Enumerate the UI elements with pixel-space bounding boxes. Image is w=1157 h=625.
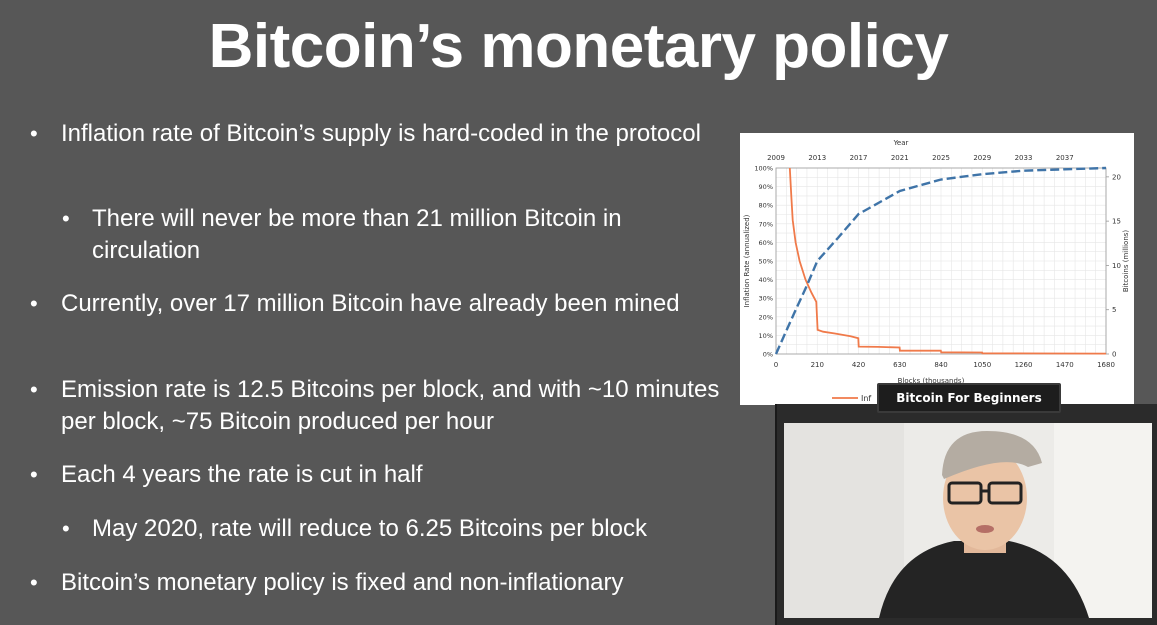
x-tick-label: 0 <box>774 361 778 369</box>
bullet-dot: • <box>30 291 38 316</box>
x-tick-label: 1050 <box>973 361 991 369</box>
bullet-text: Emission rate is 12.5 Bitcoins per block… <box>61 376 720 435</box>
bullet-dot: • <box>62 516 70 541</box>
left-tick-label: 70% <box>759 220 773 228</box>
inflation-rate-line <box>788 167 1107 355</box>
bullet-text: Currently, over 17 million Bitcoin have … <box>61 290 680 317</box>
left-tick-label: 40% <box>759 276 773 284</box>
left-tick-label: 30% <box>759 295 773 303</box>
left-axis-title: Inflation Rate (annualized) <box>743 214 751 307</box>
top-axis-title: Year <box>893 139 909 147</box>
webcam-video <box>784 423 1152 618</box>
x-tick-label: 840 <box>934 361 947 369</box>
bullet-text: Inflation rate of Bitcoin’s supply is ha… <box>61 120 701 147</box>
top-tick-label: 2025 <box>932 154 950 162</box>
presenter-image <box>784 423 1152 618</box>
left-tick-label: 80% <box>759 202 773 210</box>
x-tick-label: 210 <box>811 361 824 369</box>
top-tick-label: 2021 <box>891 154 909 162</box>
chart-svg: Year 2009 2013 2017 2021 2025 2029 2033 2037 0 210… <box>743 139 1130 403</box>
webcam-channel-label: Bitcoin For Beginners <box>877 383 1061 413</box>
top-tick-label: 2013 <box>808 154 826 162</box>
x-axis-title: Blocks (thousands) <box>898 377 965 385</box>
bullet-dot: • <box>30 377 38 402</box>
bullet-dot: • <box>30 462 38 487</box>
bullet-text: Bitcoin’s monetary policy is fixed and n… <box>61 569 624 596</box>
left-tick-label: 20% <box>759 313 773 321</box>
left-tick-label: 50% <box>759 258 773 266</box>
right-tick-label: 20 <box>1112 173 1121 181</box>
bullet-text: May 2020, rate will reduce to 6.25 Bitco… <box>92 515 647 542</box>
left-tick-label: 60% <box>759 239 773 247</box>
x-tick-label: 420 <box>852 361 865 369</box>
top-tick-label: 2033 <box>1015 154 1033 162</box>
supply-chart: Year 2009 2013 2017 2021 2025 2029 2033 2037 0 210… <box>740 133 1134 405</box>
right-tick-label: 0 <box>1112 351 1116 359</box>
bullet-dot: • <box>62 206 70 231</box>
top-tick-label: 2009 <box>767 154 785 162</box>
x-tick-label: 1470 <box>1056 361 1074 369</box>
left-tick-label: 100% <box>754 165 773 173</box>
bullet-text: Each 4 years the rate is cut in half <box>61 461 423 488</box>
bitcoin-supply-line <box>774 166 1107 355</box>
top-tick-label: 2017 <box>850 154 868 162</box>
right-tick-label: 5 <box>1112 306 1116 314</box>
plot-area <box>775 167 1107 355</box>
slide-title: Bitcoin’s monetary policy <box>208 12 949 81</box>
x-tick-label: 630 <box>893 361 906 369</box>
right-tick-label: 15 <box>1112 218 1121 226</box>
left-tick-label: 90% <box>759 183 773 191</box>
right-axis-title: Bitcoins (millions) <box>1122 230 1130 293</box>
bullet-dot: • <box>30 121 38 146</box>
top-tick-label: 2037 <box>1056 154 1074 162</box>
bullet-dot: • <box>30 570 38 595</box>
x-tick-label: 1260 <box>1015 361 1033 369</box>
bullet-text: There will never be more than 21 million… <box>92 205 622 264</box>
x-tick-label: 1680 <box>1097 361 1115 369</box>
left-tick-label: 0% <box>763 351 773 359</box>
left-tick-label: 10% <box>759 332 773 340</box>
right-tick-label: 10 <box>1112 262 1121 270</box>
legend-label-inflation: Inf <box>861 394 871 403</box>
top-tick-label: 2029 <box>973 154 991 162</box>
